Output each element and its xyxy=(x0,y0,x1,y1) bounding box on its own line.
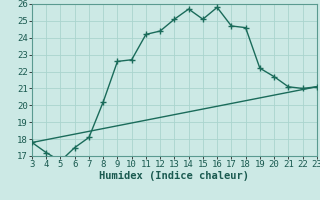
X-axis label: Humidex (Indice chaleur): Humidex (Indice chaleur) xyxy=(100,171,249,181)
